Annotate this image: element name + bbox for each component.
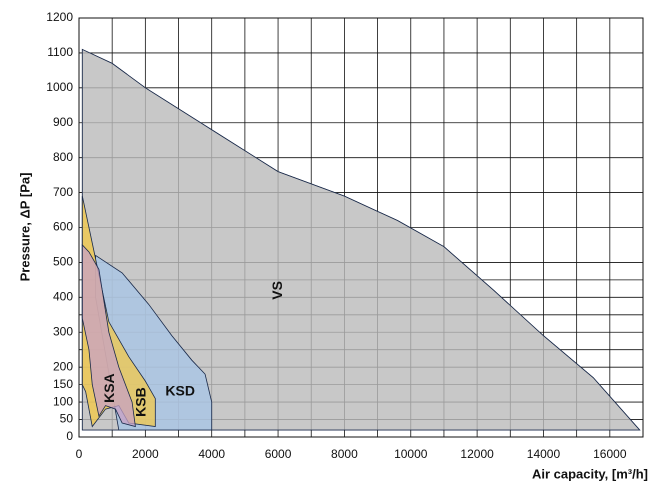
y-tick-label: 100 (53, 394, 73, 408)
region-overlay (81, 48, 641, 431)
y-tick-label: 150 (53, 377, 73, 391)
y-tick-label: 400 (53, 290, 73, 304)
y-tick-label: 1000 (46, 80, 73, 94)
x-tick-label: 12000 (460, 447, 494, 461)
y-tick-label: 800 (53, 150, 73, 164)
x-tick-label: 14000 (527, 447, 561, 461)
y-axis-title: Pressure, ΔP [Pa] (17, 173, 32, 282)
x-tick-label: 16000 (593, 447, 627, 461)
region-label: KSB (133, 387, 149, 417)
y-tick-label: 0 (66, 429, 73, 443)
plot-frame (78, 17, 644, 438)
x-tick-label: 2000 (132, 447, 159, 461)
x-tick-label: 4000 (198, 447, 225, 461)
region-label: VS (269, 281, 285, 300)
region-label: KSA (101, 373, 117, 403)
x-tick-label: 6000 (265, 447, 292, 461)
y-tick-label: 600 (53, 220, 73, 234)
x-tick-label: 10000 (394, 447, 428, 461)
x-tick-label: 0 (76, 447, 83, 461)
y-tick-label: 200 (53, 359, 73, 373)
x-tick-label: 8000 (331, 447, 358, 461)
y-tick-label: 500 (53, 255, 73, 269)
y-tick-label: 700 (53, 185, 73, 199)
y-tick-label: 1100 (47, 45, 73, 59)
x-axis-title: Air capacity, [m³/h] (532, 466, 648, 481)
region-label: KSD (165, 382, 195, 398)
y-tick-label: 900 (53, 115, 73, 129)
y-tick-label: 300 (53, 324, 73, 338)
region-overlay (81, 243, 136, 428)
y-tick-label: 50 (60, 412, 74, 426)
y-tick-label: 1200 (46, 10, 73, 24)
